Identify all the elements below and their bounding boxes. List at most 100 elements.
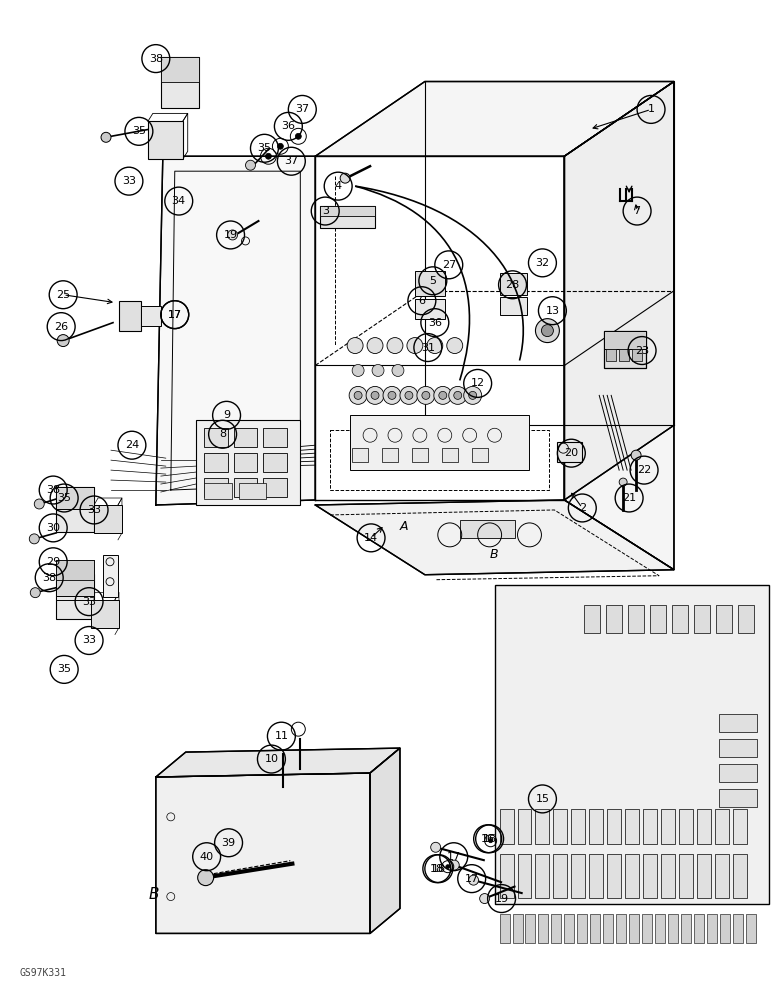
Bar (412, 448, 428, 462)
Text: 32: 32 (535, 258, 550, 268)
Text: 2: 2 (579, 503, 586, 513)
Bar (415, 271, 445, 296)
Bar (584, 605, 600, 633)
Bar (352, 448, 368, 462)
Text: 33: 33 (87, 505, 101, 515)
Bar (571, 854, 585, 898)
Polygon shape (564, 82, 674, 500)
Bar (625, 854, 639, 898)
Bar (606, 349, 616, 361)
Circle shape (367, 338, 383, 354)
Text: 11: 11 (274, 731, 289, 741)
Circle shape (438, 391, 447, 399)
Circle shape (347, 338, 363, 354)
Text: 37: 37 (284, 156, 299, 166)
Polygon shape (156, 156, 315, 505)
Bar (195, 420, 300, 505)
Bar (571, 809, 585, 844)
Bar (499, 854, 513, 898)
Bar (608, 854, 621, 898)
Bar (650, 605, 666, 633)
Circle shape (383, 386, 401, 404)
Circle shape (479, 894, 489, 904)
Bar (625, 809, 639, 844)
Text: 18: 18 (432, 864, 446, 874)
Polygon shape (315, 500, 674, 575)
Text: 30: 30 (46, 523, 60, 533)
Circle shape (371, 391, 379, 399)
Text: B: B (149, 887, 159, 902)
Bar (382, 448, 398, 462)
Bar (694, 914, 704, 943)
Text: 37: 37 (295, 104, 310, 114)
Text: 15: 15 (536, 794, 550, 804)
Text: 22: 22 (637, 465, 652, 475)
Bar (643, 854, 657, 898)
Bar (263, 478, 287, 497)
Text: 17: 17 (447, 852, 461, 862)
Bar (103, 555, 118, 597)
Bar (56, 574, 94, 619)
Bar (538, 914, 548, 943)
Bar (720, 914, 730, 943)
Text: 36: 36 (281, 121, 296, 131)
Text: 7: 7 (634, 206, 641, 216)
Bar (56, 560, 94, 600)
Bar (719, 739, 757, 757)
Bar (589, 809, 603, 844)
Bar (606, 605, 622, 633)
Text: 20: 20 (564, 448, 578, 458)
Bar (554, 809, 567, 844)
Circle shape (34, 499, 44, 509)
Bar (589, 854, 603, 898)
Circle shape (366, 386, 384, 404)
Bar (628, 605, 644, 633)
Bar (715, 809, 729, 844)
Bar (733, 809, 747, 844)
Bar (577, 914, 587, 943)
Text: 35: 35 (257, 143, 272, 153)
Bar (234, 428, 258, 447)
Bar (499, 914, 510, 943)
Bar (716, 605, 732, 633)
Bar (604, 331, 646, 368)
Text: B: B (489, 548, 498, 561)
Bar (536, 809, 550, 844)
Circle shape (388, 391, 396, 399)
Circle shape (445, 865, 450, 869)
Text: 34: 34 (171, 196, 186, 206)
Text: 18: 18 (430, 864, 444, 874)
Bar (707, 914, 717, 943)
Text: 26: 26 (54, 322, 68, 332)
Bar (591, 914, 600, 943)
Circle shape (349, 386, 367, 404)
Text: 14: 14 (364, 533, 378, 543)
Circle shape (392, 364, 404, 376)
Bar (536, 854, 550, 898)
Text: 31: 31 (421, 343, 435, 353)
Text: 19: 19 (224, 230, 238, 240)
Text: 10: 10 (265, 754, 279, 764)
Text: 33: 33 (82, 635, 96, 645)
Bar (56, 487, 94, 532)
Bar (204, 483, 232, 499)
Bar (697, 809, 711, 844)
Bar (141, 306, 161, 326)
Circle shape (417, 386, 435, 404)
Text: 6: 6 (418, 296, 425, 306)
Text: 33: 33 (82, 597, 96, 607)
Text: 8: 8 (219, 429, 226, 439)
Bar (564, 914, 574, 943)
Circle shape (405, 391, 413, 399)
Polygon shape (370, 748, 400, 933)
Text: GS97K331: GS97K331 (19, 968, 66, 978)
Bar (234, 453, 258, 472)
Circle shape (29, 534, 39, 544)
Text: 19: 19 (495, 894, 509, 904)
Text: 38: 38 (149, 54, 163, 64)
Bar (679, 809, 693, 844)
Bar (719, 789, 757, 807)
Text: 9: 9 (223, 410, 230, 420)
Bar (715, 854, 729, 898)
Bar (655, 914, 665, 943)
